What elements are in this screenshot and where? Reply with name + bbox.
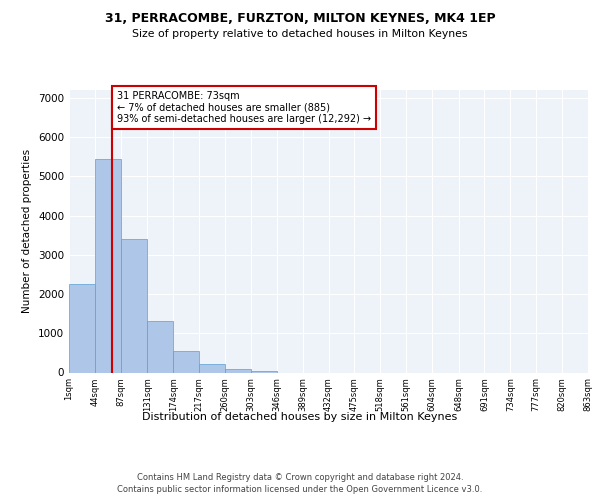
Text: Contains HM Land Registry data © Crown copyright and database right 2024.: Contains HM Land Registry data © Crown c… [137, 472, 463, 482]
Text: Distribution of detached houses by size in Milton Keynes: Distribution of detached houses by size … [142, 412, 458, 422]
Bar [121, 239, 146, 372]
Text: Contains public sector information licensed under the Open Government Licence v3: Contains public sector information licen… [118, 485, 482, 494]
Bar [148, 322, 173, 372]
Bar [225, 368, 251, 372]
Text: 31 PERRACOMBE: 73sqm
← 7% of detached houses are smaller (885)
93% of semi-detac: 31 PERRACOMBE: 73sqm ← 7% of detached ho… [117, 91, 371, 124]
Text: Size of property relative to detached houses in Milton Keynes: Size of property relative to detached ho… [132, 29, 468, 39]
Text: 31, PERRACOMBE, FURZTON, MILTON KEYNES, MK4 1EP: 31, PERRACOMBE, FURZTON, MILTON KEYNES, … [104, 12, 496, 26]
Bar [173, 351, 199, 372]
Y-axis label: Number of detached properties: Number of detached properties [22, 149, 32, 314]
Bar [199, 364, 225, 372]
Bar [95, 158, 121, 372]
Bar [251, 370, 277, 372]
Bar [69, 284, 95, 372]
